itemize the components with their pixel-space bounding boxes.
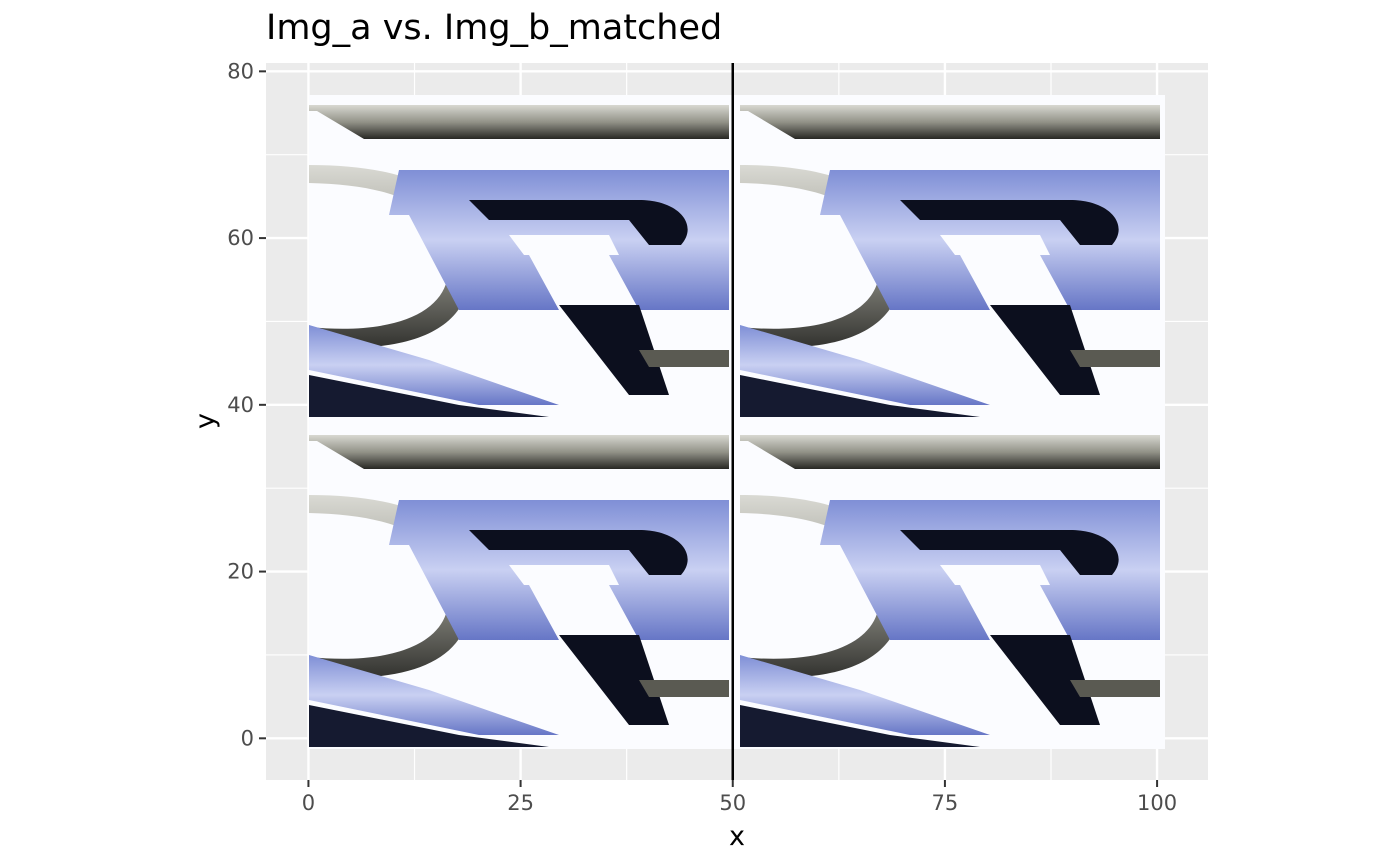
chart-title: Img_a vs. Img_b_matched <box>266 8 723 48</box>
y-axis: 0 20 40 60 80 <box>227 59 266 750</box>
image-panel-img-b-matched <box>733 95 1165 749</box>
x-axis: 0 25 50 75 100 <box>302 780 1177 815</box>
x-tick-label: 50 <box>719 791 746 815</box>
x-tick-label: 0 <box>302 791 315 815</box>
x-axis-label: x <box>729 821 745 852</box>
y-tick-label: 80 <box>227 59 254 83</box>
y-axis-label: y <box>190 413 221 429</box>
x-tick-label: 100 <box>1137 791 1177 815</box>
x-tick-label: 75 <box>932 791 959 815</box>
image-panel-img-a <box>309 95 734 749</box>
x-tick-label: 25 <box>507 791 534 815</box>
y-tick-label: 40 <box>227 393 254 417</box>
y-tick-label: 60 <box>227 226 254 250</box>
y-tick-label: 0 <box>241 726 254 750</box>
y-tick-label: 20 <box>227 560 254 584</box>
